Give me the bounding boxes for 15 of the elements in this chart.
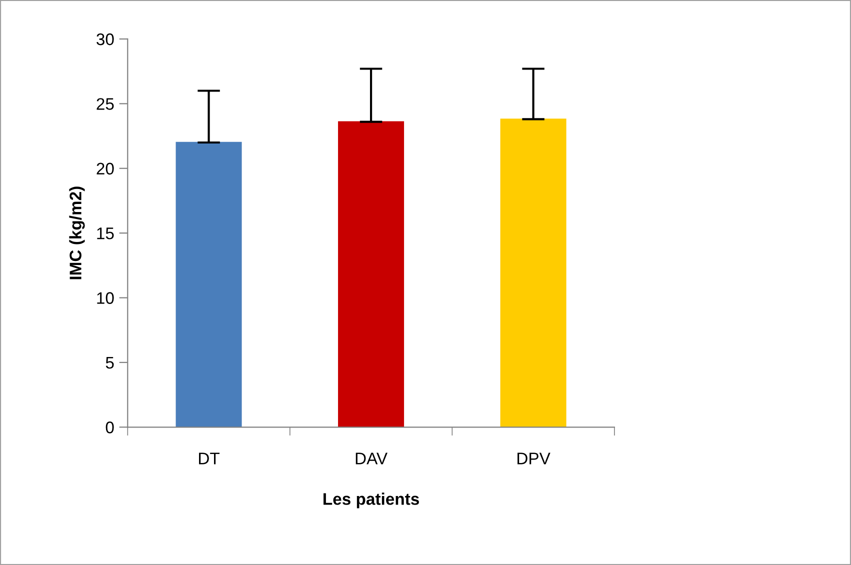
y-axis-title: IMC (kg/m2) <box>69 186 85 280</box>
x-tick-label: DAV <box>356 452 388 464</box>
y-tick-label: 20 <box>96 162 114 175</box>
x-tick-label: DPV <box>518 452 550 464</box>
y-tick-label: 10 <box>97 292 114 304</box>
y-tick-label: 30 <box>96 33 114 46</box>
y-tick-label: 0 <box>106 422 114 434</box>
y-tick-label: 25 <box>96 98 114 110</box>
bar <box>176 142 242 428</box>
y-tick-label: 5 <box>106 357 114 369</box>
x-tick-label: DT <box>199 452 220 464</box>
bar <box>500 118 566 428</box>
bar <box>338 121 404 428</box>
x-axis-title: Les patients <box>324 492 419 508</box>
y-tick-label: 15 <box>97 228 114 240</box>
